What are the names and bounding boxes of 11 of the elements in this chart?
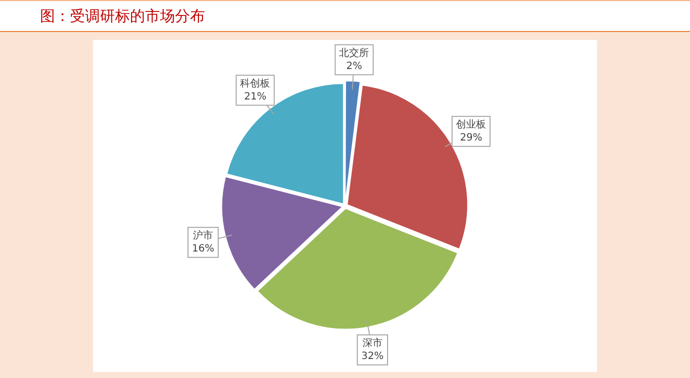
slice-label: 沪市: [193, 230, 214, 242]
slice-label: 科创板: [240, 77, 270, 90]
chart-title: 图：受调研标的市场分布: [40, 7, 205, 26]
data-label: 2%: [346, 60, 362, 72]
slice-label: 深市: [362, 337, 382, 349]
data-label: 32%: [361, 351, 384, 362]
data-label: 21%: [244, 91, 266, 102]
data-label: 16%: [192, 244, 214, 255]
slice-label: 北交所: [339, 46, 370, 59]
data-label: 29%: [460, 132, 482, 144]
slice-label: 创业板: [456, 118, 486, 131]
